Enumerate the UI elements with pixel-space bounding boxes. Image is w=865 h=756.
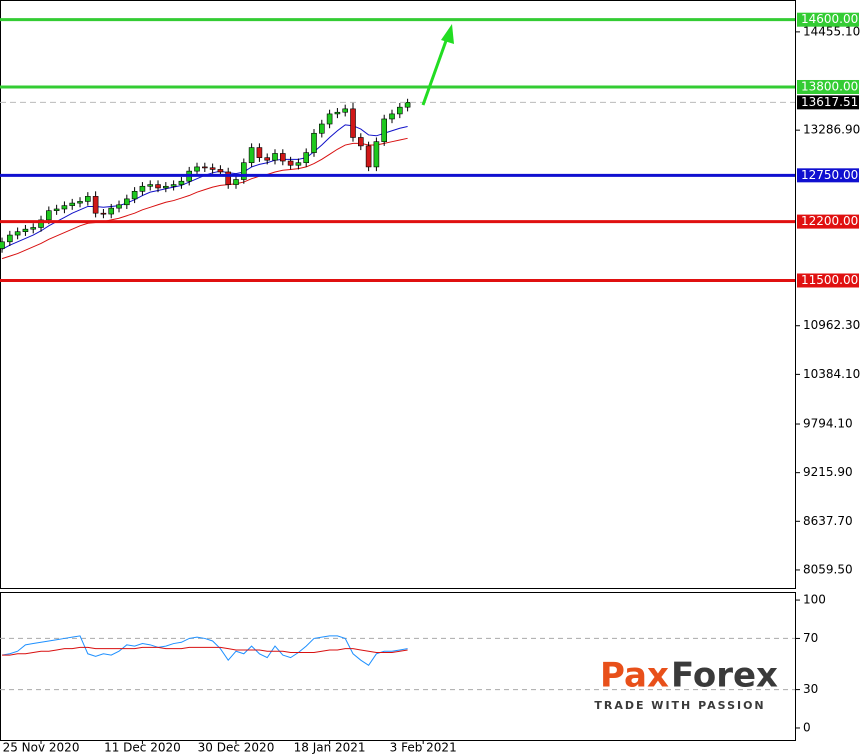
y-tick-label: 100	[803, 593, 826, 607]
level-box	[797, 168, 859, 183]
candle-body	[30, 227, 37, 230]
candle-body	[225, 171, 232, 185]
y-tick-label: 13286.90	[803, 123, 860, 137]
candle-body	[178, 180, 185, 185]
candle-body	[209, 167, 216, 170]
candle-body	[217, 169, 224, 173]
arrow-head	[441, 24, 454, 44]
level-label: 13800.00	[801, 79, 858, 93]
candle-body	[233, 179, 239, 185]
line-series	[2, 646, 408, 656]
candle-body	[381, 118, 388, 142]
line-series	[1, 635, 408, 666]
brand-right: Forex	[671, 656, 778, 696]
candle-body	[147, 184, 154, 187]
candle-body	[319, 123, 325, 134]
candle-body	[155, 184, 161, 189]
candle-body	[358, 137, 364, 147]
candle-body	[61, 205, 68, 210]
candle-body	[38, 219, 44, 228]
level-box	[797, 12, 859, 27]
y-tick-label: 14455.10	[803, 24, 860, 38]
candle-body	[14, 231, 21, 236]
candle-body	[100, 212, 107, 215]
x-tick-label: 11 Dec 2020	[104, 741, 181, 755]
candle-body	[287, 160, 294, 166]
candle-body	[0, 241, 5, 249]
candle-body	[311, 132, 317, 153]
candle-body	[202, 166, 208, 169]
candle-body	[264, 157, 271, 161]
candle-body	[350, 108, 356, 138]
candle-body	[303, 152, 310, 164]
candle-body	[131, 191, 138, 200]
candle-body	[77, 201, 83, 204]
candle-body	[342, 108, 349, 113]
level-label: 14600.00	[801, 12, 858, 26]
logo: Pax Forex TRADE WITH PASSION	[594, 656, 778, 713]
line-series	[1, 137, 408, 260]
last-price-label: 13617.51	[801, 95, 858, 109]
candle-body	[85, 196, 91, 202]
level-label: 12200.00	[801, 214, 858, 228]
y-tick-label: 0	[803, 720, 811, 734]
candle-body	[22, 228, 29, 233]
candle-body	[46, 210, 52, 221]
x-tick-label: 25 Nov 2020	[3, 741, 80, 755]
level-label: 11500.00	[801, 273, 858, 287]
forecast-arrow	[421, 24, 454, 106]
candle-body	[280, 153, 286, 162]
y-tick-label: 30	[803, 682, 818, 696]
main-panel	[0, 0, 796, 589]
level-box	[797, 273, 859, 288]
oscillator-panel	[0, 592, 796, 741]
y-tick-label: 8637.70	[803, 514, 853, 528]
y-tick-label: 9215.90	[803, 465, 853, 479]
candle-body	[397, 106, 403, 115]
candle-body	[373, 141, 380, 168]
candle-body	[334, 111, 341, 115]
candle-body	[7, 234, 13, 243]
candle-body	[248, 147, 255, 164]
candle-body	[295, 162, 302, 166]
arrow-shaft	[421, 37, 449, 106]
candle-body	[116, 204, 122, 209]
x-tick-label: 3 Feb 2021	[390, 741, 457, 755]
candle-body	[69, 202, 76, 206]
candle-body	[124, 198, 130, 206]
level-label: 12750.00	[801, 168, 858, 182]
level-box	[797, 214, 859, 229]
y-tick-label: 10962.30	[803, 318, 860, 332]
plot-layer	[0, 18, 795, 691]
y-tick-label: 70	[803, 631, 818, 645]
candle-body	[272, 153, 278, 161]
candle-body	[194, 166, 200, 172]
candle-body	[163, 185, 169, 189]
candle-body	[170, 184, 177, 187]
candle-body	[365, 145, 372, 168]
candle-body	[241, 162, 247, 180]
candle-body	[404, 102, 411, 108]
x-tick-label: 30 Dec 2020	[198, 741, 275, 755]
brand-left: Pax	[600, 656, 669, 696]
candle-body	[256, 147, 263, 158]
y-tick-label: 8059.50	[803, 562, 853, 576]
candle-body	[389, 113, 395, 120]
y-tick-label: 10384.10	[803, 367, 860, 381]
last-price-box	[797, 95, 859, 110]
level-box	[797, 79, 859, 94]
y-tick-label: 9794.10	[803, 417, 853, 431]
candle-body	[139, 185, 146, 192]
candle-body	[326, 113, 333, 125]
candle-body	[108, 207, 115, 215]
tagline: TRADE WITH PASSION	[594, 699, 765, 712]
candle-body	[92, 196, 99, 214]
x-tick-label: 18 Jan 2021	[294, 741, 366, 755]
candle-body	[53, 208, 60, 211]
